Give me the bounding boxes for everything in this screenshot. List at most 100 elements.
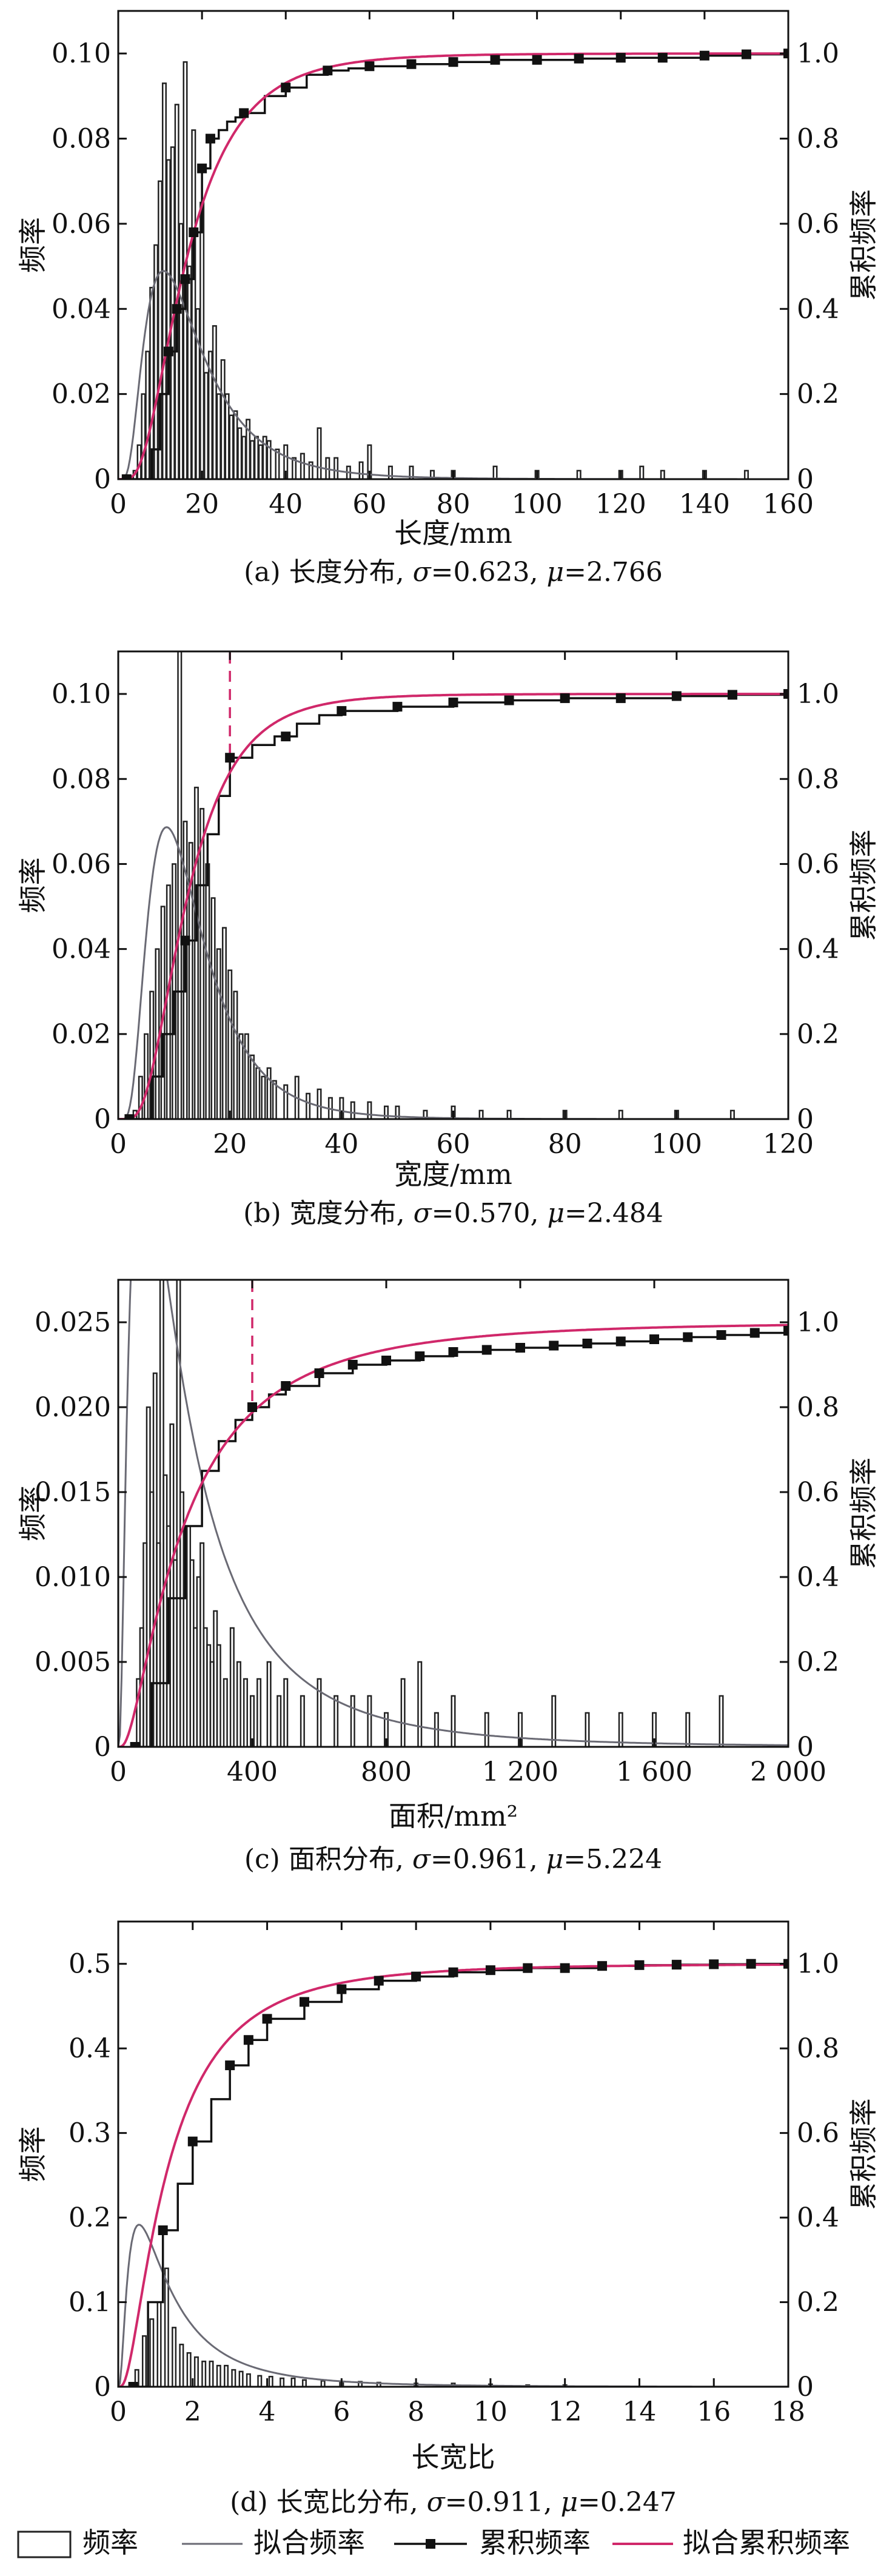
y-tick-label-right: 1.0	[797, 1949, 839, 1980]
histogram-bar	[244, 1033, 249, 1119]
fitted-cumulative-curve	[118, 1323, 788, 1747]
histogram-bar	[172, 2327, 177, 2387]
histogram-bar	[639, 465, 645, 479]
histogram-bar	[144, 1033, 149, 1119]
y-tick-label-left: 0.10	[52, 38, 111, 69]
histogram-bar	[484, 1712, 489, 1747]
histogram-bar	[290, 2377, 296, 2387]
histogram-bar	[134, 2369, 139, 2387]
x-tick-label: 160	[763, 489, 814, 520]
histogram-bar	[209, 2360, 214, 2387]
x-tick-label: 4	[259, 2396, 276, 2427]
histogram-bar	[193, 787, 199, 1119]
cumulative-marker	[615, 1336, 626, 1347]
y-tick-label-left: 0.02	[52, 379, 111, 410]
panel-caption: (c) 面积分布, σ=0.961, μ=5.224	[244, 1844, 662, 1875]
histogram-bar	[266, 1067, 272, 1119]
fitted-frequency-curve	[118, 2224, 788, 2387]
cumulative-marker	[649, 1334, 659, 1344]
histogram-bar	[367, 1101, 372, 1119]
x-tick-label: 0	[110, 1129, 127, 1160]
x-axis-title: 长宽比	[412, 2441, 495, 2473]
cumulative-marker	[281, 82, 291, 93]
y-tick-label-right: 1.0	[797, 1307, 839, 1338]
fitted-frequency-curve	[118, 270, 788, 479]
cumulative-marker	[163, 346, 173, 357]
y-tick-label-left: 0	[94, 2372, 111, 2403]
histogram-bar	[231, 2369, 236, 2387]
cumulative-marker	[615, 693, 626, 704]
cumulative-marker	[699, 50, 709, 61]
legend: 频率 拟合频率 累积频率 拟合累积频率	[17, 2526, 850, 2559]
x-tick-label: 16	[697, 2396, 731, 2427]
cumulative-marker	[180, 274, 190, 284]
x-tick-label: 6	[333, 2396, 350, 2427]
histogram-bar	[292, 457, 297, 479]
caption-mu: μ	[547, 1198, 565, 1229]
panel-caption: (b) 宽度分布, σ=0.570, μ=2.484	[243, 1198, 663, 1229]
y-tick-label-right: 0	[797, 464, 814, 495]
fitted-frequency-curve	[118, 1280, 788, 1747]
cumulative-marker	[364, 61, 375, 72]
caption-mu: μ	[560, 2487, 578, 2518]
histogram-bar	[212, 325, 217, 479]
cumulative-marker	[406, 59, 417, 69]
histogram-bar	[517, 1712, 523, 1747]
caption-sigma: σ	[412, 1844, 432, 1875]
y-axis-title-left: 频率	[16, 858, 49, 913]
caption-sigma-value: =0.961,	[431, 1844, 546, 1875]
cumulative-marker	[683, 1332, 693, 1342]
legend-frequency-swatch	[17, 2531, 72, 2558]
histogram-bar	[367, 444, 372, 479]
plot-area	[118, 651, 788, 1119]
cumulative-marker	[504, 695, 514, 705]
y-tick-label-left: 0	[94, 1732, 111, 1763]
cumulative-marker	[448, 698, 458, 708]
histogram-bar	[272, 1080, 277, 1119]
y-tick-label-left: 0.04	[52, 294, 111, 325]
cumulative-marker	[197, 163, 207, 173]
x-tick-label: 40	[269, 489, 303, 520]
histogram-bar	[149, 990, 155, 1119]
histogram-bar	[301, 2379, 307, 2387]
histogram-bar	[149, 2318, 155, 2387]
cumulative-marker	[243, 2035, 253, 2045]
y-tick-label-left: 0.06	[52, 209, 111, 240]
histogram-bar	[417, 1661, 423, 1747]
caption-mu-value: =5.224	[563, 1844, 662, 1875]
cumulative-marker	[323, 66, 333, 76]
histogram-bar	[300, 1695, 305, 1747]
caption-mu-value: =2.766	[564, 557, 663, 588]
caption-sigma: σ	[414, 1198, 433, 1229]
y-tick-label-left: 0.015	[35, 1477, 111, 1508]
cumulative-marker	[337, 1984, 347, 1994]
cumulative-marker	[225, 753, 235, 763]
histogram-bar	[334, 1695, 339, 1747]
y-tick-label-right: 0.6	[797, 849, 839, 879]
y-tick-label-left: 0.4	[69, 2033, 111, 2064]
x-tick-label: 12	[548, 2396, 582, 2427]
x-tick-label: 40	[324, 1129, 358, 1160]
y-tick-label-right: 0	[797, 2372, 814, 2403]
cumulative-marker	[727, 690, 737, 700]
histogram-bar	[256, 1678, 262, 1747]
y-tick-label-right: 0.2	[797, 379, 839, 410]
cumulative-marker	[124, 1114, 135, 1119]
cumulative-frequency-line	[133, 1962, 788, 2387]
cumulative-marker	[448, 57, 458, 67]
histogram-bar	[199, 808, 205, 1119]
x-tick-label: 60	[352, 489, 386, 520]
y-tick-label-right: 0.6	[797, 209, 839, 240]
y-tick-label-left: 0.025	[35, 1307, 111, 1338]
y-tick-label-right: 0.8	[797, 1392, 839, 1423]
histogram-bar	[166, 159, 171, 479]
y-tick-label-left: 0.005	[35, 1647, 111, 1678]
cumulative-marker	[172, 304, 182, 314]
x-tick-label: 100	[651, 1129, 702, 1160]
cumulative-marker	[657, 53, 668, 63]
histogram-bar	[229, 414, 234, 479]
histogram-bar	[339, 1097, 344, 1119]
x-tick-label: 18	[771, 2396, 805, 2427]
histogram-bar	[551, 1695, 557, 1747]
plot-area	[118, 1959, 788, 2387]
